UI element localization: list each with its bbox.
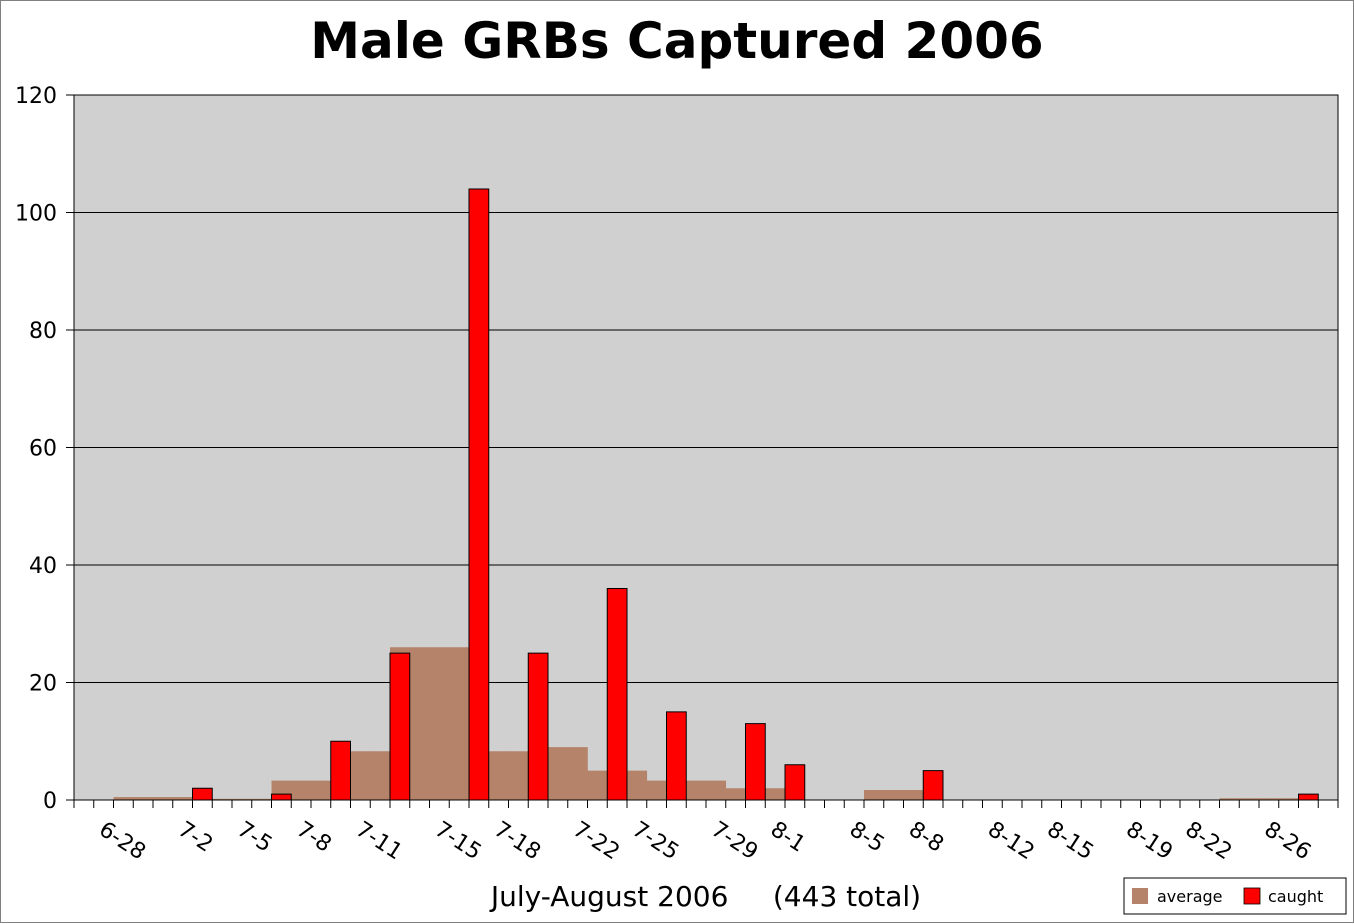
bar-average: [153, 797, 174, 800]
x-tick-label: 8-8: [904, 817, 948, 858]
bar-average: [429, 647, 450, 800]
bar-average: [864, 790, 885, 800]
bar-caught: [666, 711, 687, 801]
x-tick-label: 8-15: [1042, 817, 1097, 865]
bar-caught: [606, 588, 628, 801]
x-tick-label: 8-19: [1121, 817, 1176, 865]
bar-average: [627, 770, 648, 800]
x-tick-label: 7-8: [292, 817, 336, 858]
bar-caught: [745, 723, 766, 801]
bar-average: [409, 647, 430, 800]
x-tick-label: 8-26: [1260, 817, 1315, 865]
bar-average: [172, 797, 193, 800]
bar-average: [508, 751, 529, 800]
bar-caught: [389, 652, 411, 801]
gridlines: [74, 212, 1338, 683]
x-tick-label: 6-28: [94, 817, 149, 865]
x-tick-label: 7-22: [568, 817, 623, 865]
chart-title: Male GRBs Captured 2006: [310, 12, 1043, 70]
bar-average: [212, 798, 233, 800]
bar-average: [587, 770, 608, 800]
y-tick-label: 0: [43, 789, 57, 814]
x-tick-label: 8-5: [845, 817, 889, 858]
y-tick-label: 80: [29, 319, 57, 344]
bar-average: [251, 798, 272, 800]
legend-swatch-average: [1132, 888, 1148, 904]
x-tick-label: 8-12: [983, 817, 1038, 865]
bar-average: [903, 790, 924, 800]
axes: [66, 94, 1339, 808]
y-tick-label: 40: [29, 554, 57, 579]
bar-average: [883, 790, 904, 800]
bar-average: [567, 747, 588, 800]
y-tick-labels: 0 20 40 60 80 100 120: [15, 84, 57, 814]
bar-average: [548, 747, 569, 800]
bar-average: [1259, 798, 1280, 800]
bar-caught: [271, 793, 292, 801]
x-tick-label: 7-18: [489, 817, 544, 865]
bar-average: [291, 780, 312, 800]
bar-caught: [527, 652, 549, 801]
y-tick-label: 100: [15, 202, 57, 227]
bar-average: [449, 647, 470, 800]
bar-average: [113, 797, 134, 800]
bar-caught: [1298, 793, 1319, 801]
bar-average: [370, 751, 391, 800]
x-tick-label: 7-15: [430, 817, 485, 865]
x-tick-label: 7-5: [233, 817, 277, 858]
x-tick-label: 8-1: [766, 817, 810, 858]
legend-swatch-caught: [1243, 887, 1261, 905]
bar-average: [765, 788, 786, 800]
x-tick-label: 7-25: [628, 817, 683, 865]
bar-average: [350, 751, 371, 800]
bar-caught: [468, 188, 490, 801]
y-tick-label: 60: [29, 437, 57, 462]
x-tick-label: 7-11: [351, 817, 406, 865]
legend-label-caught: caught: [1268, 887, 1323, 906]
x-tick-labels: 6-28 7-2 7-5 7-8 7-11 7-15 7-18 7-22 7-25 7-29 8-1…: [94, 817, 1315, 865]
bar-average: [488, 751, 509, 800]
x-tick-label: 8-22: [1181, 817, 1236, 865]
bar-average: [1239, 798, 1260, 800]
bar-average: [686, 780, 707, 800]
x-tick-label: 7-29: [707, 817, 762, 865]
bar-average: [646, 780, 667, 800]
bar-average: [133, 797, 154, 800]
bar-average: [706, 780, 727, 800]
series-caught: [192, 188, 1319, 801]
bar-average: [1278, 798, 1299, 800]
y-tick-label: 20: [29, 672, 57, 697]
bar-average: [1219, 798, 1240, 800]
bar-caught: [922, 770, 944, 801]
x-tick-label: 7-2: [173, 817, 217, 858]
bar-average: [311, 780, 332, 800]
legend-box: [1123, 877, 1347, 915]
bar-average: [725, 788, 746, 800]
bar-caught: [192, 787, 213, 801]
bar-average: [232, 798, 253, 800]
bar-caught: [330, 740, 351, 801]
legend-label-average: average: [1157, 887, 1223, 906]
y-tick-label: 120: [15, 84, 57, 109]
bar-caught: [784, 764, 806, 801]
x-axis-label: July-August 2006 (443 total): [489, 880, 921, 913]
legend: average caught: [1123, 877, 1347, 915]
